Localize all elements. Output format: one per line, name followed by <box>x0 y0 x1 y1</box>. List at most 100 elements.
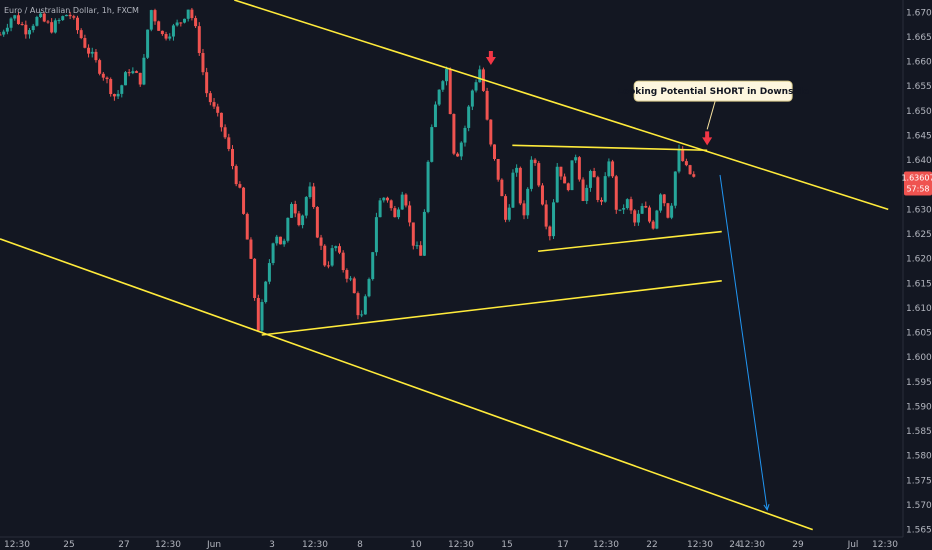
candle-body <box>529 159 533 189</box>
candle-body <box>345 270 349 279</box>
candle-body <box>688 165 692 175</box>
candle-body <box>179 22 183 24</box>
candle-body <box>433 104 437 128</box>
candle-body <box>559 166 563 177</box>
time-axis-background <box>0 537 932 550</box>
candle-body <box>655 210 659 229</box>
candle-body <box>109 79 113 95</box>
candle-body <box>533 159 537 164</box>
candle-body <box>625 199 629 209</box>
candle-body <box>430 127 434 162</box>
trendline-flag-upper[interactable] <box>512 144 708 152</box>
current-price-tag: 1.63607 57:58 <box>901 171 932 196</box>
time-tick-label: 12:30 <box>739 540 765 550</box>
candle-body <box>219 112 223 128</box>
trendline-ascending-support[interactable] <box>261 280 722 336</box>
candle-body <box>249 239 253 259</box>
candle-body <box>600 199 604 202</box>
candle-body <box>537 163 541 186</box>
price-tick-label: 1.61000 <box>906 304 932 314</box>
time-tick-label: 27 <box>118 540 129 550</box>
candle-body <box>356 293 360 316</box>
time-axis[interactable]: 12:30 25 27 12:30 Jun 3 12:30 8 10 12:30 15 17 12:30… <box>4 540 898 550</box>
candle-body <box>382 197 386 201</box>
candle-body <box>397 209 401 218</box>
annotation-callout[interactable]: Looking Potential SHORT in Downside <box>617 80 809 130</box>
candle-body <box>312 186 316 208</box>
candle-body <box>24 24 28 35</box>
candle-body <box>352 278 356 294</box>
candle-body <box>334 246 338 249</box>
candle-body <box>301 215 305 226</box>
candle-body <box>16 15 20 25</box>
candle-body <box>282 240 286 245</box>
candle-body <box>28 30 32 35</box>
candle-body <box>271 243 275 264</box>
candle-body <box>256 297 260 331</box>
candle-body <box>629 199 633 211</box>
arrow-down-icon <box>485 51 496 66</box>
price-tick-label: 1.64000 <box>906 156 932 166</box>
candle-body <box>684 161 688 166</box>
candle-body <box>64 14 68 17</box>
candle-body <box>411 222 415 246</box>
projection-arrowhead <box>763 504 770 512</box>
projection-line[interactable] <box>719 174 768 510</box>
candle-body <box>0 34 2 36</box>
candle-body <box>500 179 504 197</box>
candle-body <box>216 106 220 113</box>
candle-body <box>87 47 91 54</box>
candle-body <box>448 68 452 115</box>
candle-body <box>101 73 105 78</box>
candle-body <box>566 183 570 191</box>
chart-title: Euro / Australian Dollar, 1h, FXCM <box>4 6 139 15</box>
candle-body <box>194 18 198 27</box>
time-tick-label: Jun <box>206 540 221 550</box>
current-price-box <box>904 171 932 196</box>
candle-body <box>633 210 637 223</box>
candle-body <box>146 29 150 58</box>
price-tick-label: 1.60500 <box>906 329 932 339</box>
candle-body <box>75 17 79 31</box>
candle-body <box>142 57 146 85</box>
price-tick-label: 1.62000 <box>906 255 932 265</box>
candle-body <box>183 18 187 23</box>
candle-body <box>511 172 515 208</box>
candle-body <box>441 81 445 90</box>
candle-body <box>577 157 581 180</box>
candle-body <box>286 217 290 241</box>
candle-body <box>426 161 430 212</box>
candle-body <box>9 18 13 28</box>
price-tick-label: 1.64500 <box>906 131 932 141</box>
candle-body <box>190 9 194 19</box>
candle-body <box>563 176 567 184</box>
candle-body <box>437 89 441 105</box>
projection-arrow[interactable] <box>719 174 770 512</box>
candle-body <box>304 197 308 216</box>
trendline-flag-lower[interactable] <box>538 230 722 253</box>
candle-body <box>485 90 489 120</box>
candle-body <box>651 221 655 229</box>
candle-body <box>544 204 548 227</box>
candle-body <box>489 119 493 145</box>
candle-body <box>574 157 578 161</box>
candle-body <box>278 236 282 245</box>
candle-body <box>2 31 6 35</box>
candle-body <box>507 207 511 220</box>
time-tick-label: 10 <box>410 540 422 550</box>
candle-body <box>90 51 94 54</box>
candle-body <box>319 237 323 246</box>
candle-body <box>408 205 412 223</box>
time-tick-label: 22 <box>646 540 657 550</box>
candle-body <box>31 25 35 31</box>
annotation-text: Looking Potential SHORT in Downside <box>617 87 809 97</box>
candle-body <box>588 171 592 188</box>
candle-body <box>201 52 205 73</box>
time-tick-label: 12:30 <box>448 540 474 550</box>
candle-body <box>456 153 460 157</box>
candle-body <box>79 30 83 39</box>
trendlines[interactable] <box>0 0 889 531</box>
trendline-descending-resistance[interactable] <box>234 0 889 211</box>
trendline-lower-channel[interactable] <box>0 238 813 531</box>
